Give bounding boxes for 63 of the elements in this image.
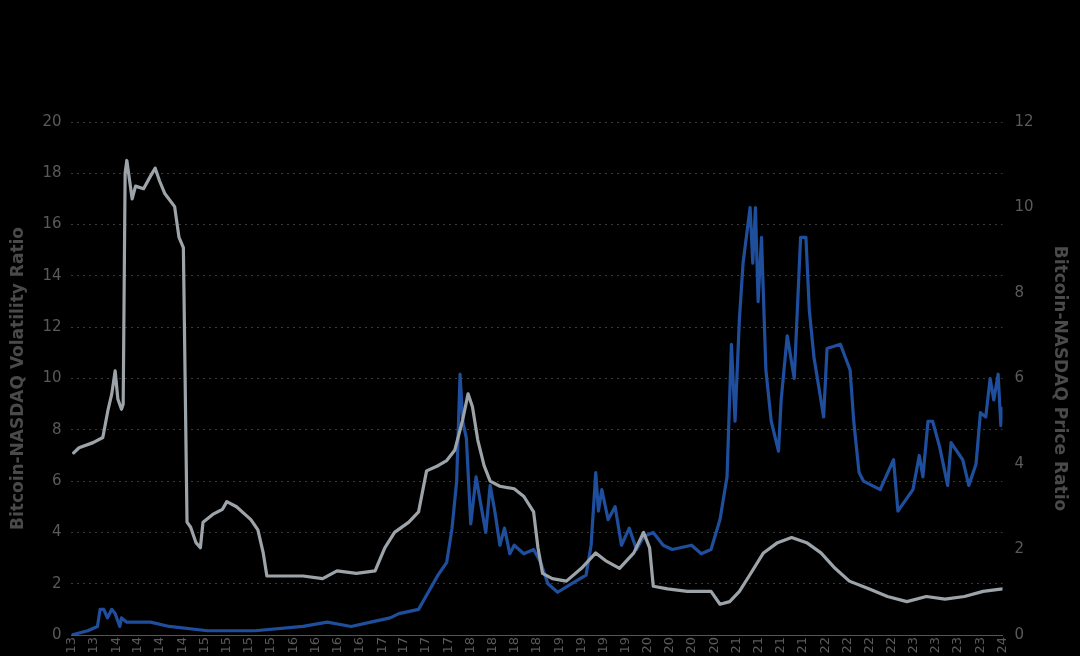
x-tick-label: 13 — [62, 637, 78, 654]
x-tick-label: 15 — [262, 637, 278, 654]
x-tick-label: 20 — [661, 637, 677, 654]
x-tick-label: 16 — [328, 637, 344, 654]
x-tick-label: 14 — [129, 637, 145, 654]
y-tick-label: 4 — [51, 522, 62, 541]
x-tick-label: 18 — [528, 637, 544, 654]
y2-tick-label: 0 — [1014, 624, 1025, 643]
x-tick-label: 16 — [284, 637, 300, 654]
y-axis-title: Bitcoin-NASDAQ Volatility Ratio — [6, 226, 27, 531]
x-tick-label: 23 — [905, 637, 921, 654]
x-tick-label: 17 — [395, 637, 411, 654]
y-tick-label: 16 — [42, 214, 62, 233]
x-tick-label: 15 — [196, 637, 212, 654]
y-tick-label: 0 — [51, 624, 62, 643]
x-tick-label: 19 — [594, 637, 610, 654]
y-tick-label: 8 — [51, 419, 62, 438]
x-tick-label: 22 — [816, 637, 832, 654]
x-tick-label: 17 — [439, 637, 455, 654]
x-tick-label: 22 — [838, 637, 854, 654]
x-tick-label: 21 — [749, 637, 765, 654]
x-tick-label: 20 — [683, 637, 699, 654]
y2-tick-label: 6 — [1014, 368, 1025, 387]
y-tick-label: 18 — [42, 163, 62, 182]
x-tick-label: 22 — [860, 637, 876, 654]
x-tick-label: 17 — [417, 637, 433, 654]
x-tick-label: 21 — [772, 637, 788, 654]
x-tick-label: 18 — [506, 637, 522, 654]
x-tick-label: 14 — [107, 637, 123, 654]
y-tick-label: 6 — [51, 470, 62, 489]
x-tick-label: 15 — [217, 637, 233, 654]
x-tick-label: 22 — [882, 637, 898, 654]
x-tick-label: 23 — [971, 637, 987, 654]
x-tick-label: 21 — [728, 637, 744, 654]
y2-tick-label: 12 — [1014, 111, 1034, 130]
x-tick-label: 20 — [639, 637, 655, 654]
y-tick-label: 2 — [51, 573, 62, 592]
x-tick-label: 18 — [462, 637, 478, 654]
x-tick-label: 16 — [351, 637, 367, 654]
x-tick-label: 15 — [240, 637, 256, 654]
y2-tick-label: 4 — [1014, 453, 1025, 472]
x-tick-label: 23 — [927, 637, 943, 654]
x-tick-label: 21 — [794, 637, 810, 654]
x-tick-label: 19 — [616, 637, 632, 654]
x-tick-label: 19 — [572, 637, 588, 654]
x-tick-label: 23 — [949, 637, 965, 654]
x-tick-label: 14 — [173, 637, 189, 654]
y2-axis-title: Bitcoin-NASDAQ Price Ratio — [1051, 245, 1072, 512]
x-tick-label: 24 — [993, 637, 1009, 654]
x-tick-label: 17 — [373, 637, 389, 654]
y-tick-label: 12 — [42, 317, 62, 336]
x-tick-label: 20 — [705, 637, 721, 654]
y-tick-label: 14 — [42, 265, 62, 284]
x-tick-label: 14 — [151, 637, 167, 654]
y2-tick-label: 2 — [1014, 539, 1025, 558]
x-tick-label: 18 — [483, 637, 499, 654]
x-tick-label: 13 — [85, 637, 101, 654]
y-tick-label: 10 — [42, 368, 62, 387]
y2-tick-label: 8 — [1014, 282, 1025, 301]
y2-tick-label: 10 — [1014, 197, 1034, 216]
x-tick-label: 19 — [550, 637, 566, 654]
y-tick-label: 20 — [42, 111, 62, 130]
x-tick-label: 16 — [306, 637, 322, 654]
